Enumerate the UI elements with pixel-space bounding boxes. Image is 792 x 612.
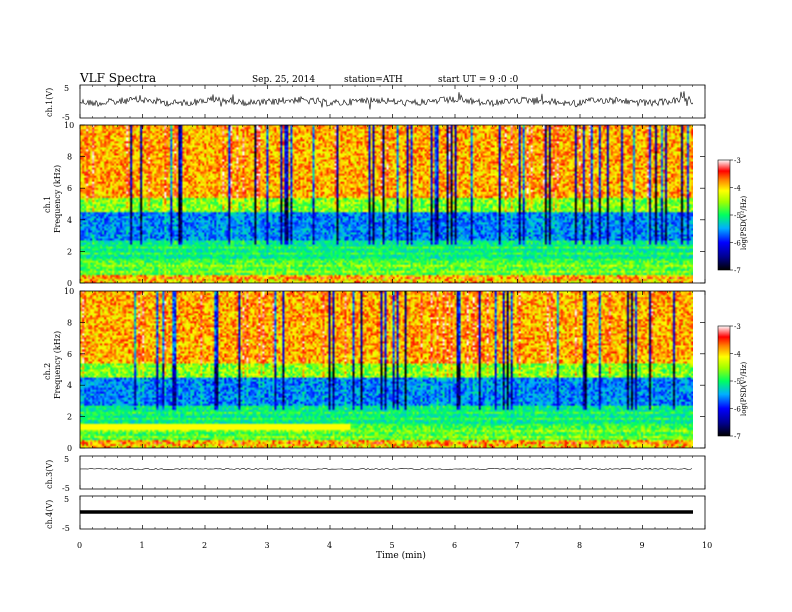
frequency-tick-label: 10 <box>64 121 74 130</box>
ch2-spectrogram-image <box>80 291 693 448</box>
frequency-tick-label: 8 <box>67 318 72 327</box>
time-tick-label: 3 <box>265 541 270 550</box>
time-tick-label: 4 <box>327 541 332 550</box>
time-tick-label: 6 <box>452 541 457 550</box>
ch4-waveform-panel: 5 -5 ch.4(V) <box>45 495 706 533</box>
frequency-tick-label: 2 <box>67 247 72 256</box>
ch2-colorbar-gradient <box>717 325 731 437</box>
colorbar-tick-label: -6 <box>734 240 741 248</box>
ch2-colorbar: -3 -4 -5 -6 -7 log(PSD(V²/Hz) <box>717 323 748 441</box>
ch1-ytick-bottom: -5 <box>62 113 70 122</box>
ch2-colorbar-ticks: -3 -4 -5 -6 -7 <box>730 323 741 441</box>
frequency-tick-label: 2 <box>67 413 72 422</box>
ch4-waveform-xticks <box>79 496 706 529</box>
ch3-waveform-panel: 5 -5 ch.3(V) <box>45 455 706 493</box>
time-axis: 0 1 2 3 4 5 6 7 8 9 10 <box>77 541 712 550</box>
colorbar-tick-label: -6 <box>734 406 741 414</box>
ch1-colorbar-gradient <box>717 159 731 271</box>
colorbar-tick-label: -4 <box>734 351 741 359</box>
ch1-spectrogram-image <box>80 125 693 283</box>
date-label: Sep. 25, 2014 <box>252 75 315 85</box>
colorbar-tick-label: -5 <box>734 378 741 386</box>
station-label: station=ATH <box>344 75 403 85</box>
frequency-tick-label: 6 <box>67 184 72 193</box>
spec1-raster <box>80 125 693 283</box>
ch2-spectrogram-ylabel-channel: ch.2 <box>43 363 52 380</box>
ch1-spectrogram-ylabel-channel: ch.1 <box>43 196 52 213</box>
ch4-ytick-bottom: -5 <box>62 524 70 533</box>
time-tick-label: 9 <box>640 541 645 550</box>
frequency-tick-label: 4 <box>67 381 72 390</box>
ch1-waveform-panel: 5 -5 ch.1(V) <box>45 84 706 122</box>
ch3-waveform-ylabel: ch.3(V) <box>45 460 54 489</box>
ch2-spectrogram-ylabel-frequency: Frequency (kHz) <box>53 331 62 399</box>
colorbar-tick-label: -5 <box>734 212 741 220</box>
ch2-spectrogram-xticks <box>79 291 706 448</box>
ch1-spectrogram-panel: 0 2 4 6 8 10 ch.1 Frequency (kHz) <box>43 121 706 288</box>
ch3-ytick-bottom: -5 <box>62 484 70 493</box>
ch3-waveform-line <box>79 468 693 470</box>
frequency-tick-label: 4 <box>67 216 72 225</box>
ch2-colorbar-label: log(PSD(V²/Hz) <box>740 361 748 416</box>
ch2-spectrogram-panel: 0 2 4 6 8 10 ch.2 Frequency (kHz) <box>43 287 706 453</box>
ch1-colorbar-label: log(PSD(V²/Hz) <box>740 195 748 250</box>
frequency-tick-label: 8 <box>67 153 72 162</box>
colorbar-tick-label: -3 <box>734 157 741 165</box>
time-tick-label: 10 <box>702 541 712 550</box>
ch2-spectrogram-yticks: 0 2 4 6 8 10 <box>64 287 705 453</box>
ch1-ytick-top: 5 <box>64 84 69 93</box>
ch3-waveform-xticks <box>79 456 706 489</box>
ch1-spectrogram-yticks: 0 2 4 6 8 10 <box>64 121 705 288</box>
time-tick-label: 0 <box>77 541 82 550</box>
time-tick-label: 7 <box>515 541 520 550</box>
time-tick-label: 8 <box>577 541 582 550</box>
ch3-ytick-top: 5 <box>64 455 69 464</box>
colorbar-tick-label: -7 <box>734 267 741 275</box>
figure-title: VLF Spectra <box>79 71 156 85</box>
ch1-colorbar-ticks: -3 -4 -5 -6 -7 <box>730 157 741 275</box>
ch4-ytick-top: 5 <box>64 495 69 504</box>
ch1-spectrogram-xticks <box>79 125 706 283</box>
ch1-waveform-ylabel: ch.1(V) <box>45 88 54 117</box>
ch1-spectrogram-ylabel-frequency: Frequency (kHz) <box>53 165 62 233</box>
time-tick-label: 1 <box>140 541 145 550</box>
ch1-colorbar: -3 -4 -5 -6 -7 log(PSD(V²/Hz) <box>717 157 748 275</box>
time-tick-label: 5 <box>390 541 395 550</box>
ch4-waveform-ylabel: ch.4(V) <box>45 500 54 529</box>
colorbar-tick-label: -4 <box>734 185 741 193</box>
ch1-waveform-xticks <box>79 85 706 118</box>
frequency-tick-label: 0 <box>67 279 72 288</box>
start-ut-label: start UT = 9 :0 :0 <box>438 75 518 85</box>
frequency-tick-label: 10 <box>64 287 74 296</box>
time-axis-label: Time (min) <box>376 550 426 561</box>
time-tick-label: 2 <box>202 541 207 550</box>
spec2-raster <box>80 291 693 448</box>
colorbar-tick-label: -3 <box>734 323 741 331</box>
frequency-tick-label: 6 <box>67 350 72 359</box>
colorbar-tick-label: -7 <box>734 433 741 441</box>
frequency-tick-label: 0 <box>67 444 72 453</box>
ch1-waveform-line <box>80 91 693 110</box>
ch3-waveform-frame <box>79 455 706 490</box>
